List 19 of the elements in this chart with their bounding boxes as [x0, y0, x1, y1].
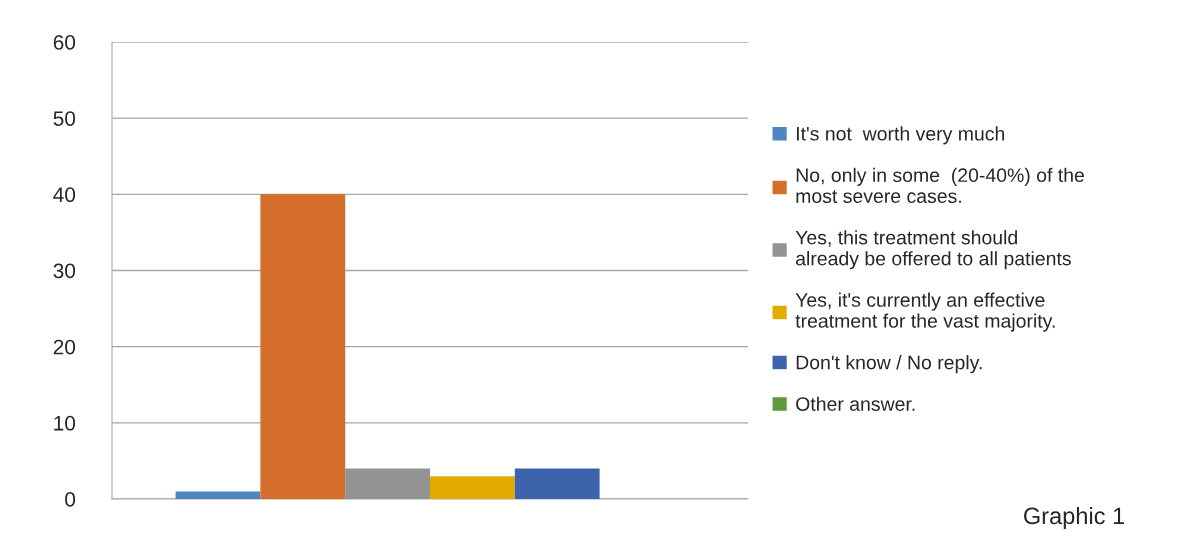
y-tick-label: 30	[53, 263, 76, 279]
y-tick-label: 60	[53, 35, 76, 50]
legend-label: It's not worth very much	[796, 126, 1005, 145]
y-tick-label: 20	[53, 339, 76, 355]
bar	[430, 476, 515, 499]
bar	[175, 491, 261, 499]
bar	[260, 194, 346, 499]
legend-label: No, only in some (20-40%) of the most severe cases.	[796, 167, 1084, 204]
y-tick-label: 50	[53, 111, 76, 126]
legend-label: Yes, it's currently an effective treatment for the vast majority.	[795, 292, 1055, 332]
y-tick-label: 10	[54, 415, 76, 431]
bar	[514, 468, 600, 499]
legend-label: Yes, this treatment should already be offered to all patients	[795, 230, 1071, 270]
legend-label: Don't know / No reply.	[796, 355, 982, 374]
text: Graphic 1	[1024, 506, 1125, 529]
y-tick-label: 40	[53, 187, 76, 203]
legend-label: Other answer.	[796, 396, 915, 411]
bar	[345, 468, 430, 499]
y-tick-label: 0	[65, 492, 76, 507]
